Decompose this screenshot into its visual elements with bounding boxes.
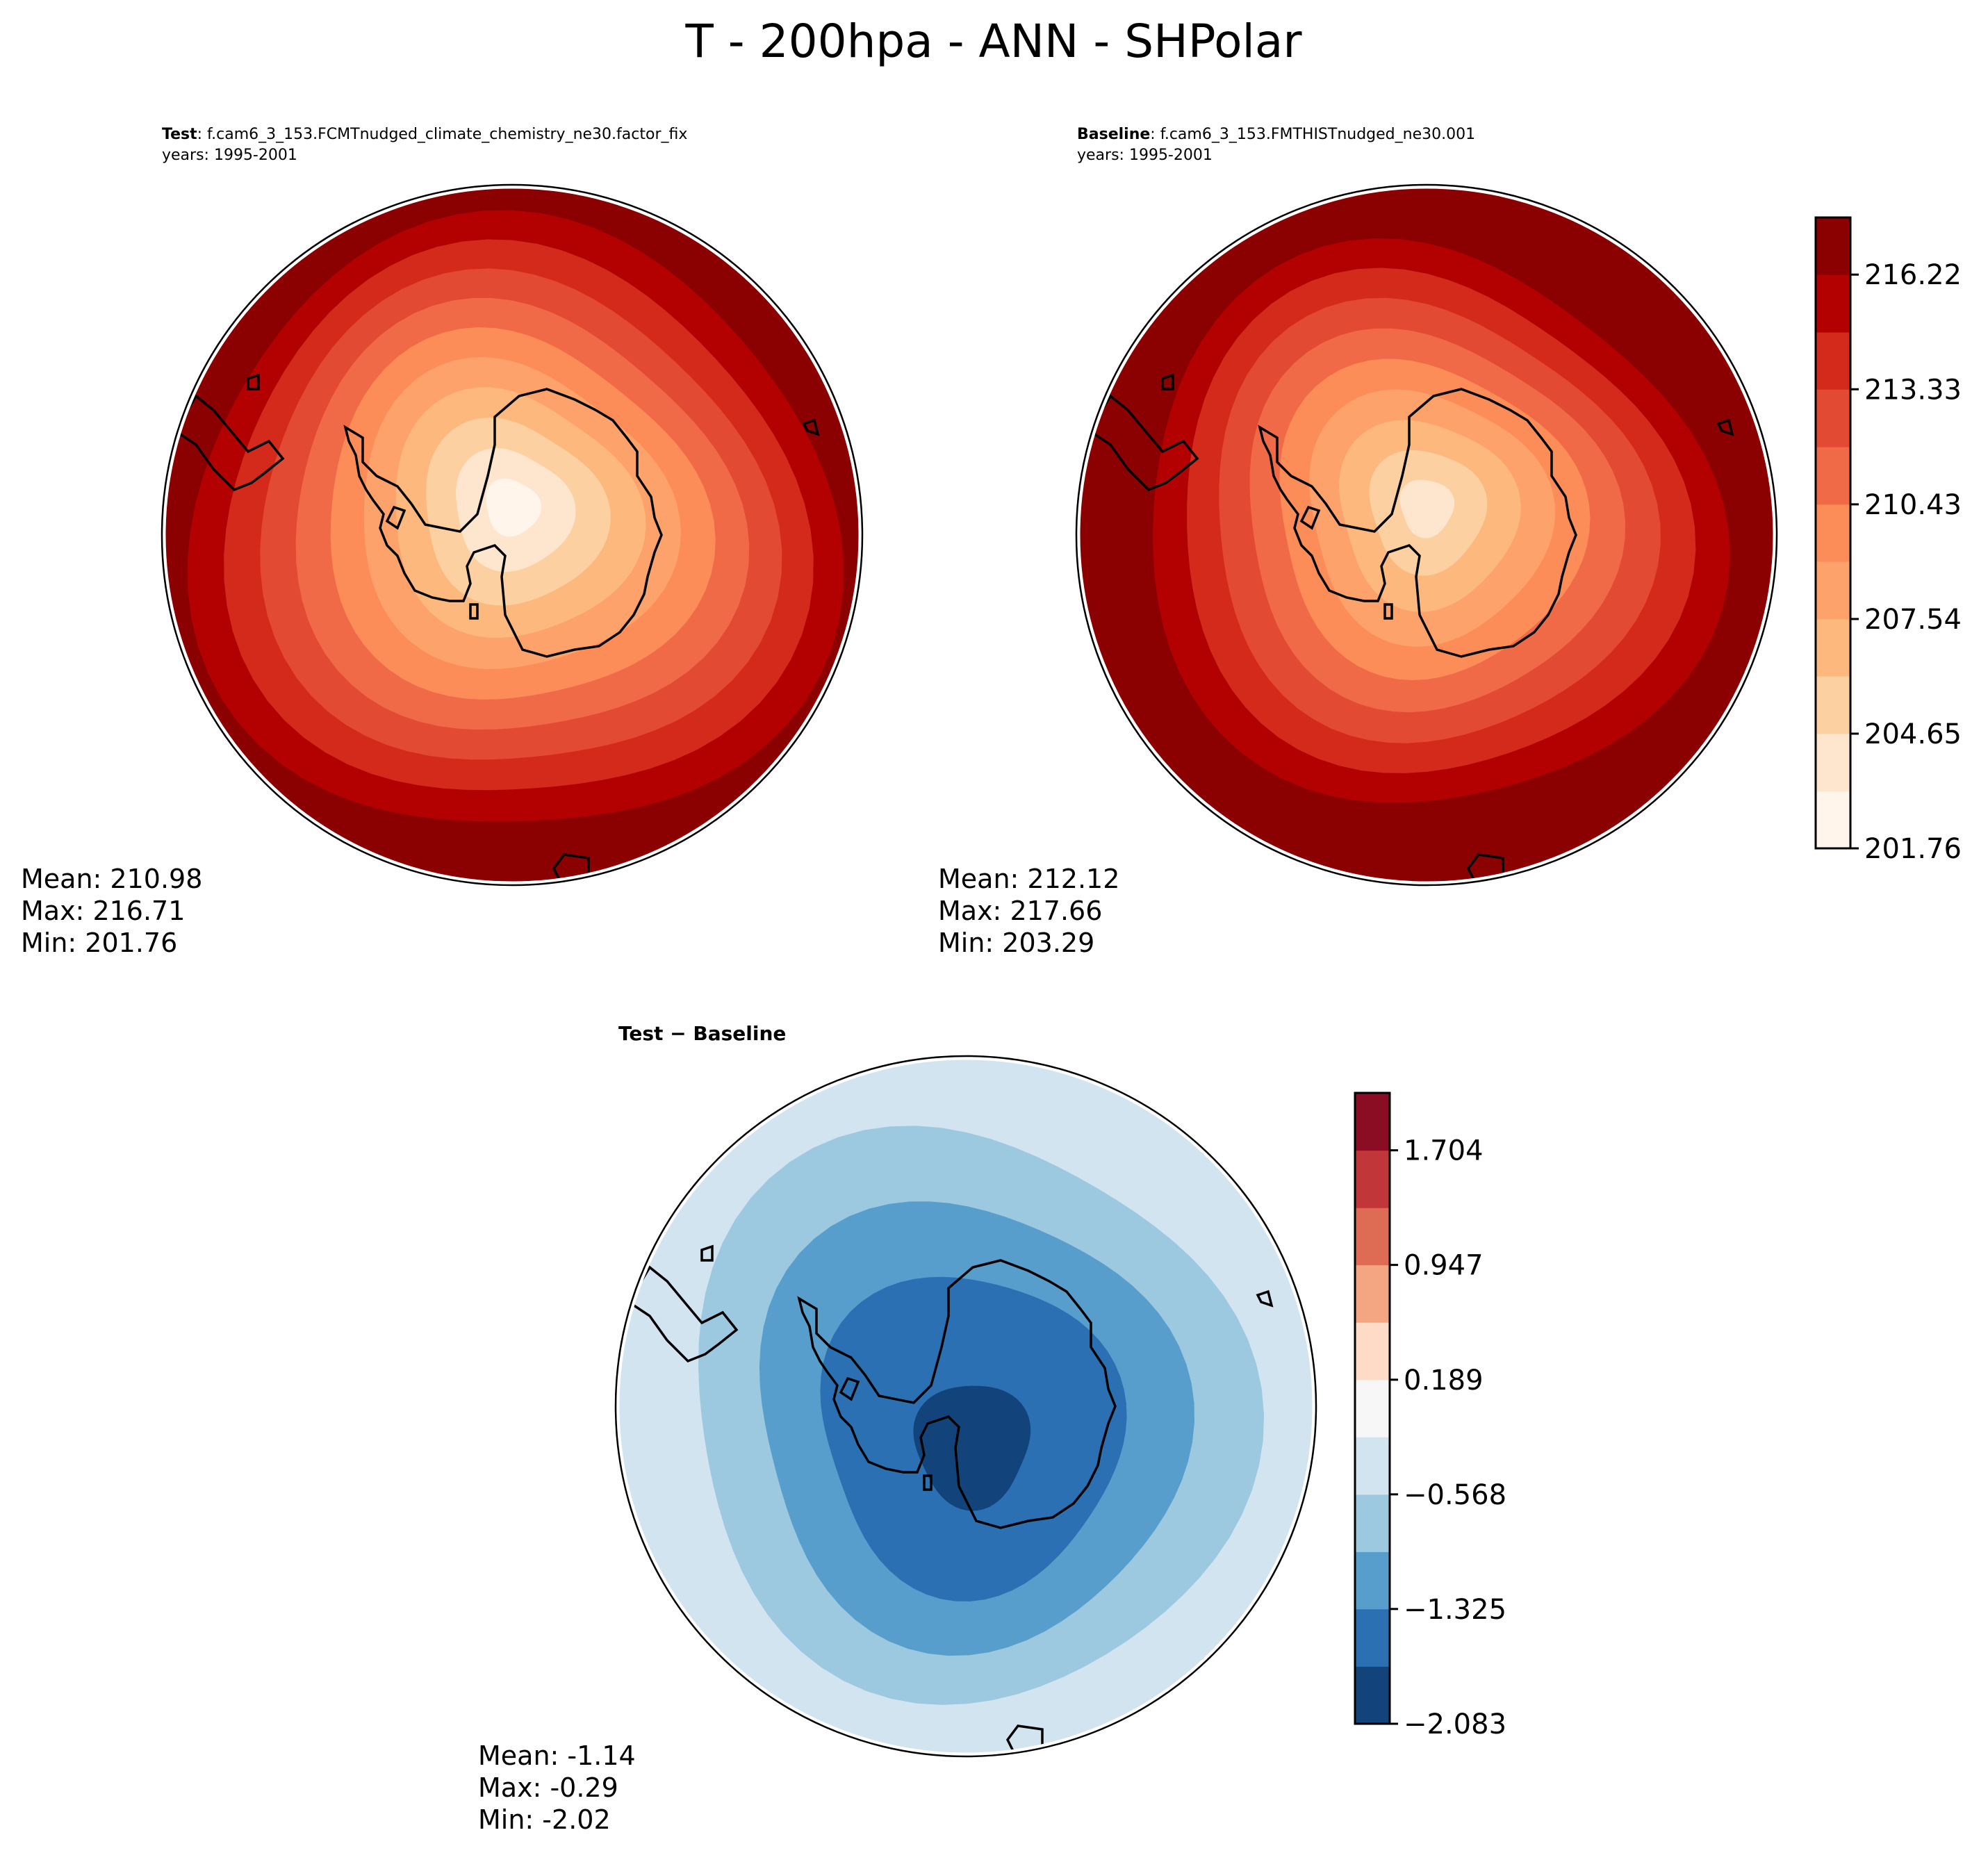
colorbar-frame (1354, 1092, 1391, 1725)
colorbar-segment (1816, 447, 1850, 505)
map-panel-baseline: Baseline: f.cam6_3_153.FMTHISTnudged_ne3… (938, 126, 1778, 958)
panel-years-baseline: years: 1995-2001 (1077, 147, 1213, 164)
colorbar-absolute: 201.76 204.65 207.54 210.43 213.33 216.22 (1814, 216, 1962, 865)
colorbar-segment (1355, 1322, 1390, 1381)
antarctica-coastline (1258, 388, 1577, 658)
colorbar-tick-label: 216.22 (1864, 259, 1962, 291)
colorbar-tick-label: 201.76 (1864, 833, 1962, 865)
stat-min-difference: Min: -2.02 (478, 1804, 611, 1835)
stat-mean-test: Mean: 210.98 (21, 864, 202, 894)
south-america-coastline (174, 394, 285, 492)
island-coastline (923, 1474, 933, 1491)
contour-band (945, 1421, 1000, 1479)
colorbar-segment (1355, 1551, 1390, 1610)
panel-label-baseline: Baseline: f.cam6_3_153.FMTHISTnudged_ne3… (1077, 126, 1475, 143)
island-coastline (469, 603, 479, 620)
colorbar-segment (1355, 1666, 1390, 1724)
south-america-coastline (628, 1265, 739, 1363)
colorbar-segment (1816, 561, 1850, 620)
colorbar-segment (1816, 332, 1850, 390)
island-coastline (839, 1376, 860, 1401)
south-america-coastline (1089, 394, 1199, 492)
coastlines (628, 1244, 1274, 1754)
colorbar-tick-label: 0.189 (1404, 1365, 1484, 1397)
colorbar-segment (1816, 504, 1850, 562)
map-boundary (1075, 183, 1778, 887)
stat-mean-difference: Mean: -1.14 (478, 1740, 636, 1771)
colorbar-tick-label: 204.65 (1864, 718, 1962, 750)
contour-field-test (165, 188, 860, 882)
map-boundary-inner (163, 186, 861, 884)
colorbar-tick-label: 210.43 (1864, 489, 1962, 521)
stat-mean-baseline: Mean: 212.12 (938, 864, 1119, 894)
contour-field-baseline (1079, 188, 1774, 882)
colorbar-difference: −2.083 −1.325 −0.568 0.189 0.947 1.704 (1354, 1092, 1506, 1740)
contour-band (486, 478, 542, 537)
colorbar-tick-label: −0.568 (1404, 1479, 1506, 1511)
colorbar-segment (1816, 676, 1850, 734)
map-boundary-inner (1078, 186, 1775, 884)
colorbar-tick-label: 207.54 (1864, 604, 1962, 636)
colorbar-tick-label: −1.325 (1404, 1594, 1506, 1626)
stat-max-test: Max: 216.71 (21, 896, 185, 926)
colorbar-tick-label: 213.33 (1864, 374, 1962, 406)
map-boundary (614, 1055, 1317, 1758)
island-coastline (1161, 373, 1174, 390)
colorbar-tick-label: −2.083 (1404, 1708, 1506, 1740)
figure-title: T - 200hpa - ANN - SHPolar (685, 15, 1303, 68)
map-boundary-inner (617, 1057, 1315, 1755)
colorbar-segment (1355, 1208, 1390, 1266)
map-boundary (161, 183, 864, 887)
coastlines (174, 373, 820, 882)
panel-label-difference: Test − Baseline (618, 1022, 786, 1045)
colorbar-segment (1355, 1150, 1390, 1208)
island-coastline (385, 505, 406, 530)
panel-label-test: Test: f.cam6_3_153.FCMTnudged_climate_ch… (162, 126, 687, 143)
colorbar-frame (1814, 216, 1852, 850)
island-coastline (700, 1244, 714, 1262)
island-coastline (1716, 418, 1734, 436)
contour-band (1399, 479, 1455, 538)
coastlines (1089, 373, 1734, 882)
colorbar-segment (1355, 1379, 1390, 1438)
map-panel-test: Test: f.cam6_3_153.FCMTnudged_climate_ch… (21, 126, 864, 958)
antarctica-coastline (343, 388, 663, 658)
colorbar-segment (1355, 1265, 1390, 1323)
island-coastline (1299, 505, 1321, 530)
island-coastline (802, 418, 820, 436)
colorbar-segment (1816, 618, 1850, 677)
stat-min-test: Min: 201.76 (21, 928, 177, 958)
colorbar-segment (1816, 274, 1850, 333)
island-coastline (1256, 1290, 1274, 1308)
colorbar-segment (1816, 733, 1850, 792)
island-coastline (1383, 603, 1393, 620)
stat-max-difference: Max: -0.29 (478, 1772, 618, 1803)
colorbar-segment (1816, 791, 1850, 849)
colorbar-segment (1355, 1608, 1390, 1667)
colorbar-segment (1816, 389, 1850, 447)
colorbar-segment (1816, 217, 1850, 275)
colorbar-tick-label: 0.947 (1404, 1250, 1484, 1282)
panel-years-test: years: 1995-2001 (162, 147, 297, 164)
contour-field-difference (618, 1059, 1313, 1754)
stat-min-baseline: Min: 203.29 (938, 928, 1094, 958)
island-coastline (247, 373, 260, 390)
colorbar-tick-label: 1.704 (1404, 1135, 1484, 1167)
colorbar-segment (1355, 1093, 1390, 1151)
stat-max-baseline: Max: 217.66 (938, 896, 1102, 926)
antarctica-coastline (797, 1259, 1117, 1529)
colorbar-segment (1355, 1494, 1390, 1552)
colorbar-segment (1355, 1437, 1390, 1495)
